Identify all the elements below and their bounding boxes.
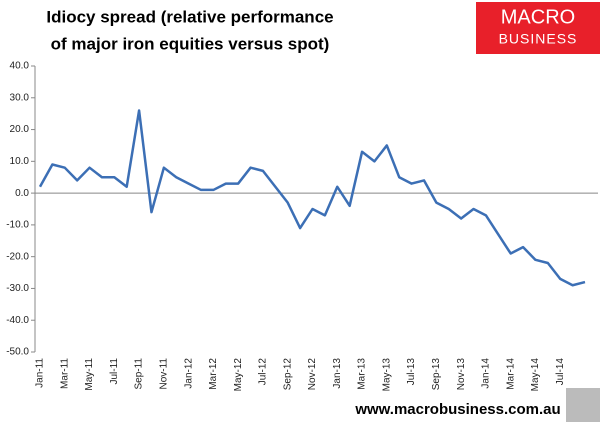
footer: www.macrobusiness.com.au (354, 401, 560, 418)
chart-title: of major iron equities versus spot) (51, 34, 330, 53)
x-tick-label: May-11 (84, 358, 95, 391)
x-tick-label: Jul-13 (406, 358, 417, 386)
y-tick-label: 0.0 (15, 188, 29, 199)
x-tick-label: Mar-14 (505, 358, 516, 390)
x-tick-label: Jul-14 (555, 358, 566, 386)
x-tick-label: Nov-12 (307, 358, 318, 391)
y-tick-label: 40.0 (10, 61, 30, 72)
x-tick-label: Jul-11 (109, 358, 120, 385)
y-tick-label: -10.0 (6, 220, 29, 231)
y-tick-label: -50.0 (6, 347, 29, 358)
y-tick-label: 30.0 (10, 92, 30, 103)
chart-title: Idiocy spread (relative performance (46, 7, 333, 26)
x-tick-label: May-14 (530, 358, 541, 392)
x-tick-label: Nov-13 (456, 358, 467, 391)
logo-icon (566, 388, 600, 422)
logo-text: BUSINESS (499, 31, 578, 47)
y-tick-label: 10.0 (10, 156, 30, 167)
x-tick-label: Sep-12 (282, 358, 293, 391)
x-tick-label: Nov-11 (159, 358, 170, 390)
x-tick-label: Sep-13 (431, 358, 442, 391)
x-tick-label: May-13 (381, 358, 392, 392)
x-tick-label: Mar-13 (357, 358, 368, 390)
line (38, 109, 586, 287)
y-tick-label: -40.0 (6, 315, 29, 326)
x-tick-label: Mar-11 (59, 358, 70, 389)
x-tick-label: Jul-12 (258, 358, 269, 386)
y-tick-label: 20.0 (10, 124, 30, 135)
x-tick-label: Mar-12 (208, 358, 219, 390)
logo-text: MACRO (501, 6, 575, 28)
x-tick-label: Jan-12 (183, 358, 194, 389)
y-tick-label: -20.0 (6, 251, 29, 262)
logo-box (476, 2, 600, 54)
x-tick-label: Jan-13 (332, 358, 343, 389)
x-tick-label: Jan-11 (35, 358, 46, 388)
x-tick-label: Sep-11 (134, 358, 145, 390)
x-tick-label: Jan-14 (481, 358, 492, 389)
y-tick-label: -30.0 (6, 283, 29, 294)
x-tick-label: May-12 (233, 358, 244, 392)
